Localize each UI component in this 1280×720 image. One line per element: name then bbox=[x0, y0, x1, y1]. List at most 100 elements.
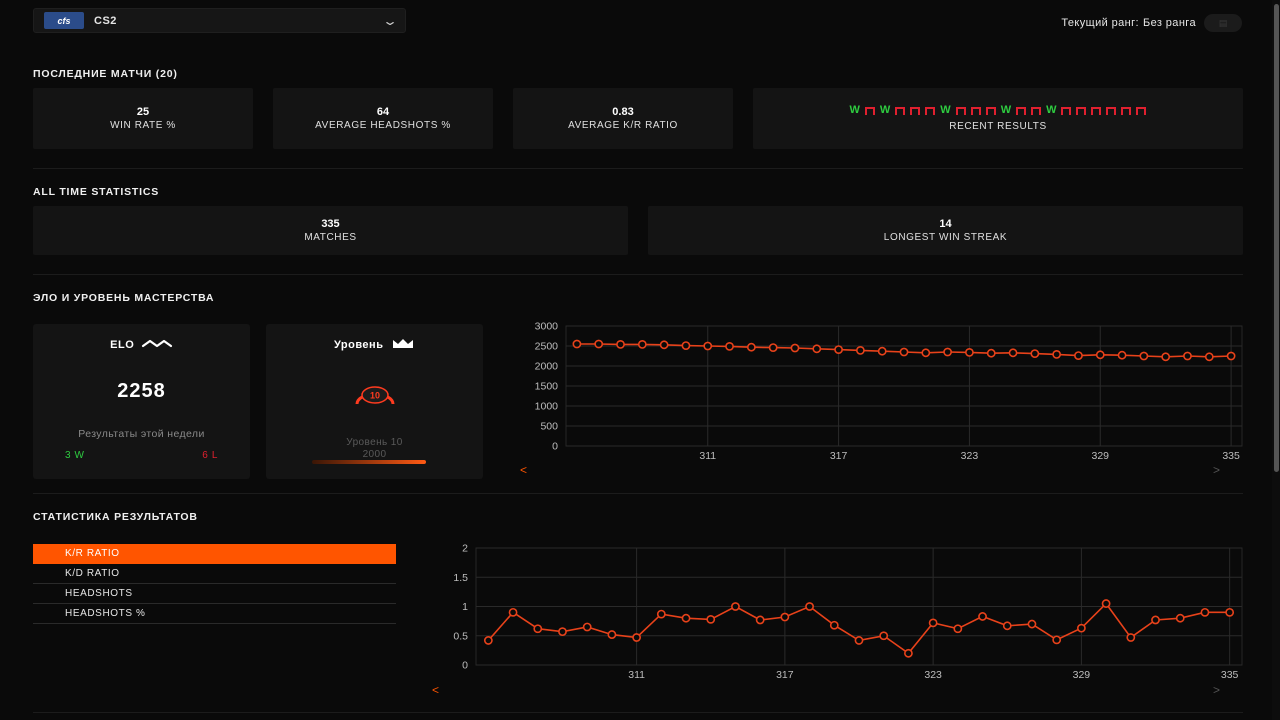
y-tick-label: 1.5 bbox=[453, 572, 468, 584]
elo-chart-prev-button[interactable]: < bbox=[520, 463, 528, 477]
y-tick-label: 1500 bbox=[535, 381, 559, 393]
x-tick-label: 329 bbox=[1091, 450, 1109, 462]
result-loss bbox=[1106, 107, 1117, 115]
result-loss bbox=[955, 107, 966, 115]
tab-k-r-ratio[interactable]: K/R RATIO bbox=[33, 544, 396, 564]
divider bbox=[33, 493, 1243, 494]
game-selector[interactable]: cfs CS2 ⌄ bbox=[33, 8, 406, 33]
scrollbar-thumb[interactable] bbox=[1274, 4, 1279, 472]
y-tick-label: 2 bbox=[462, 543, 468, 555]
divider bbox=[33, 712, 1243, 713]
y-tick-label: 500 bbox=[540, 421, 558, 433]
data-point bbox=[1052, 350, 1062, 359]
x-tick-label: 323 bbox=[961, 450, 979, 462]
result-loss bbox=[1061, 107, 1072, 115]
level-text: Уровень 10 bbox=[346, 437, 403, 448]
data-point bbox=[1200, 607, 1210, 617]
headshots-value: 64 bbox=[376, 106, 390, 118]
data-point bbox=[768, 343, 778, 352]
results-stats-title: СТАТИСТИКА РЕЗУЛЬТАТОВ bbox=[33, 511, 198, 523]
kr-ratio-chart: 0 0.5 1 1.5 2 311 317 323 329 335 bbox=[453, 543, 1243, 680]
result-loss bbox=[864, 107, 875, 115]
kr-card: 0.83 AVERAGE K/R RATIO bbox=[513, 88, 733, 149]
kr-label: AVERAGE K/R RATIO bbox=[568, 120, 678, 131]
data-point bbox=[1052, 635, 1062, 645]
data-point bbox=[1074, 351, 1083, 360]
y-tick-label: 2000 bbox=[535, 361, 559, 373]
y-tick-label: 1000 bbox=[535, 401, 559, 413]
result-win: W bbox=[879, 104, 891, 116]
all-time-title: ALL TIME STATISTICS bbox=[33, 186, 160, 198]
divider bbox=[33, 274, 1243, 275]
data-point bbox=[533, 624, 543, 634]
trend-icon bbox=[141, 339, 172, 348]
data-point bbox=[1095, 350, 1105, 360]
win-rate-card: 25 WIN RATE % bbox=[33, 88, 253, 149]
data-point bbox=[755, 615, 765, 625]
data-point bbox=[1204, 352, 1214, 362]
result-loss bbox=[1136, 107, 1147, 115]
level-progress-fill bbox=[312, 460, 426, 464]
level-header: Уровень bbox=[266, 338, 483, 351]
recent-results-label: RECENT RESULTS bbox=[949, 121, 1047, 132]
data-point bbox=[746, 342, 756, 352]
week-wins: 3 W bbox=[65, 450, 85, 461]
level-badge: 10 bbox=[355, 386, 395, 405]
data-point bbox=[508, 607, 518, 617]
y-tick-label: 3000 bbox=[535, 321, 559, 333]
data-point bbox=[1117, 350, 1127, 360]
tab-headshots[interactable]: HEADSHOTS % bbox=[33, 604, 396, 624]
tab-k-d-ratio[interactable]: K/D RATIO bbox=[33, 564, 396, 584]
matches-card: 335 MATCHES bbox=[33, 206, 628, 255]
y-tick-label: 2500 bbox=[535, 341, 559, 353]
result-loss bbox=[985, 107, 996, 115]
x-tick-label: 311 bbox=[628, 669, 645, 680]
win-streak-card: 14 LONGEST WIN STREAK bbox=[648, 206, 1243, 255]
level-progress-bar bbox=[312, 460, 426, 464]
current-rank: Текущий ранг: Без ранга ▤ bbox=[1061, 14, 1242, 32]
kr-chart-next-button[interactable]: > bbox=[1213, 683, 1221, 697]
data-point bbox=[594, 339, 604, 349]
result-win: W bbox=[849, 104, 860, 116]
data-point bbox=[1139, 351, 1149, 361]
recent-results-card: W W W W W RECENT RESULTS bbox=[753, 88, 1243, 149]
recent-matches-title: ПОСЛЕДНИЕ МАТЧИ (20) bbox=[33, 68, 178, 80]
level-label: Уровень bbox=[333, 339, 384, 351]
elo-card: ELO 2258 Результаты этой недели 3 W 6 L bbox=[33, 324, 250, 479]
x-tick-label: 317 bbox=[776, 669, 794, 680]
matches-value: 335 bbox=[321, 218, 340, 230]
data-point bbox=[731, 602, 740, 611]
data-point bbox=[1226, 351, 1236, 361]
data-point bbox=[681, 613, 691, 623]
headshots-card: 64 AVERAGE HEADSHOTS % bbox=[273, 88, 493, 149]
data-point bbox=[834, 345, 843, 354]
kr-chart-prev-button[interactable]: < bbox=[432, 683, 440, 697]
data-point bbox=[953, 624, 963, 634]
result-loss bbox=[895, 107, 906, 115]
elo-chart-next-button[interactable]: > bbox=[1213, 463, 1221, 477]
chevron-down-icon: ⌄ bbox=[381, 13, 399, 28]
data-point bbox=[879, 631, 889, 641]
headshots-label: AVERAGE HEADSHOTS % bbox=[315, 120, 451, 131]
page-scrollbar[interactable] bbox=[1272, 0, 1280, 720]
elo-value: 2258 bbox=[117, 380, 166, 402]
x-tick-label: 323 bbox=[924, 669, 942, 680]
data-point bbox=[483, 636, 493, 645]
data-point bbox=[1002, 621, 1012, 631]
series-line bbox=[487, 602, 1230, 655]
level-badge-number: 10 bbox=[370, 391, 380, 401]
data-point bbox=[681, 341, 691, 350]
data-point bbox=[706, 614, 716, 624]
data-point bbox=[1126, 633, 1136, 642]
win-rate-value: 25 bbox=[136, 106, 150, 118]
data-point bbox=[904, 648, 913, 658]
data-point bbox=[965, 348, 974, 357]
data-point bbox=[703, 341, 713, 351]
data-point bbox=[656, 609, 666, 619]
data-point bbox=[725, 341, 734, 351]
result-loss bbox=[1031, 107, 1042, 115]
data-point bbox=[780, 612, 790, 622]
tab-headshots[interactable]: HEADSHOTS bbox=[33, 584, 396, 604]
x-tick-label: 329 bbox=[1073, 669, 1091, 680]
result-loss bbox=[1121, 107, 1132, 115]
